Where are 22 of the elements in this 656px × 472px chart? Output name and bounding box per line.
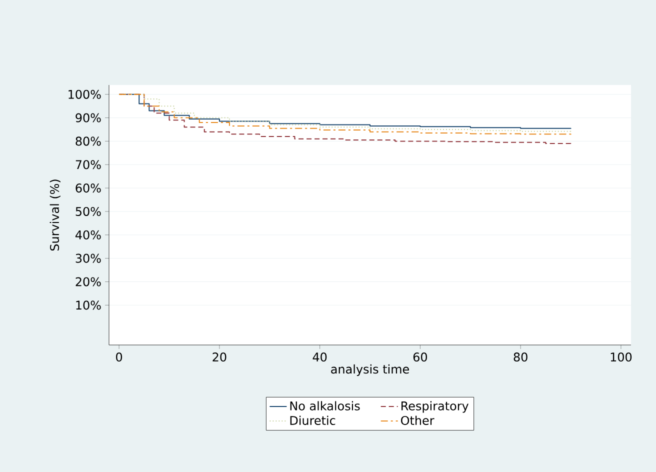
legend-label: No alkalosis [290, 401, 360, 410]
legend-label: Diuretic [290, 416, 336, 425]
y-tick-label: 60% [76, 184, 101, 193]
x-tick-label: 40 [312, 352, 327, 362]
x-tick-label: 0 [116, 352, 122, 362]
y-tick-label: 80% [76, 136, 101, 146]
y-tick-label: 20% [76, 277, 101, 286]
y-tick-label: 40% [75, 230, 101, 240]
legend-label: Respiratory [402, 401, 468, 413]
y-tick-label: 70% [76, 160, 101, 170]
y-tick-label: 10% [76, 300, 101, 310]
legend-label: Other [401, 416, 434, 425]
x-tick-label: 100 [610, 352, 632, 362]
x-tick-label: 80 [514, 352, 528, 362]
x-tick-label: 60 [413, 352, 428, 362]
y-tick-label: 90% [76, 113, 101, 122]
y-tick-label: 50% [76, 206, 101, 216]
y-axis-title: Survival (%) [50, 180, 60, 251]
x-tick-label: 20 [212, 352, 226, 362]
x-axis-title: analysis time [331, 364, 409, 376]
y-tick-label: 30% [76, 254, 101, 263]
y-tick-label: 100% [68, 90, 101, 99]
